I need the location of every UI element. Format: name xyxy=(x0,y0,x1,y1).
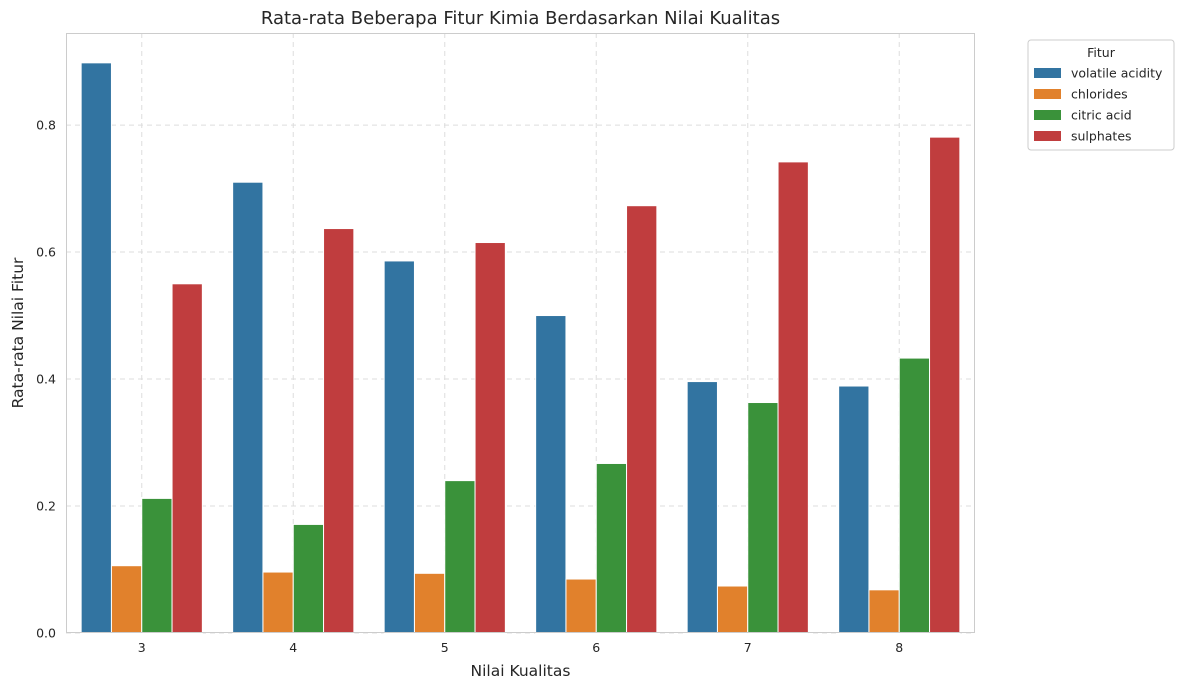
bar-volatile-acidity-7 xyxy=(686,381,718,634)
bar-volatile-acidity-8 xyxy=(838,385,870,634)
bar-volatile-acidity-3 xyxy=(80,62,112,634)
y-tick-labels: 0.0 0.2 0.4 0.6 0.8 xyxy=(36,118,56,641)
bar-sulphates-3 xyxy=(171,283,203,634)
bar-chlorides-8 xyxy=(868,589,900,634)
bar-citric-acid-8 xyxy=(898,357,931,634)
bar-citric-acid-6 xyxy=(595,462,628,634)
bar-chlorides-7 xyxy=(716,585,749,634)
x-tick-label: 8 xyxy=(895,640,903,655)
x-tick-label: 3 xyxy=(138,640,146,655)
legend-swatch xyxy=(1034,68,1061,78)
x-tick-labels: 3 4 5 6 7 8 xyxy=(138,640,904,655)
legend-label: volatile acidity xyxy=(1071,66,1163,81)
legend-label: sulphates xyxy=(1071,129,1132,144)
legend-swatch xyxy=(1034,89,1061,99)
y-tick-label: 0.2 xyxy=(36,499,56,514)
bar-volatile-acidity-5 xyxy=(383,260,415,634)
bar-sulphates-7 xyxy=(777,161,809,634)
x-tick-label: 5 xyxy=(441,640,449,655)
plot-frame xyxy=(66,33,975,633)
bar-sulphates-8 xyxy=(929,136,961,634)
bar-chlorides-4 xyxy=(262,571,294,634)
bar-sulphates-6 xyxy=(626,205,658,634)
y-tick-label: 0.0 xyxy=(36,626,56,641)
y-tick-label: 0.4 xyxy=(36,372,56,387)
bar-volatile-acidity-6 xyxy=(535,315,567,634)
y-tick-label: 0.6 xyxy=(36,245,56,260)
x-axis-title: Nilai Kualitas xyxy=(471,662,571,680)
legend-swatch xyxy=(1034,131,1061,141)
bar-citric-acid-3 xyxy=(141,497,173,634)
bar-chlorides-6 xyxy=(565,578,597,634)
bar-chlorides-3 xyxy=(110,565,143,634)
bar-citric-acid-5 xyxy=(444,480,476,634)
legend-swatch xyxy=(1034,110,1061,120)
chart-title: Rata-rata Beberapa Fitur Kimia Berdasark… xyxy=(261,8,780,29)
bar-sulphates-4 xyxy=(323,228,355,634)
x-tick-label: 7 xyxy=(744,640,752,655)
legend-label: chlorides xyxy=(1071,87,1128,102)
plot-area xyxy=(66,33,975,633)
x-tick-label: 4 xyxy=(289,640,297,655)
bar-sulphates-5 xyxy=(474,242,506,634)
bar-volatile-acidity-4 xyxy=(232,181,264,634)
y-axis-title: Rata-rata Nilai Fitur xyxy=(9,257,27,408)
legend-items: volatile acidity chlorides citric acid sulp… xyxy=(1034,66,1163,144)
bar-citric-acid-7 xyxy=(747,402,779,634)
legend-box xyxy=(1027,39,1175,151)
bar-chlorides-5 xyxy=(413,572,446,634)
legend: Fitur volatile acidity chlorides citric ac… xyxy=(1027,39,1175,151)
y-tick-label: 0.8 xyxy=(36,118,56,133)
legend-title: Fitur xyxy=(1087,45,1116,60)
legend-label: citric acid xyxy=(1071,108,1132,123)
bar-citric-acid-4 xyxy=(292,523,325,634)
x-tick-label: 6 xyxy=(592,640,600,655)
